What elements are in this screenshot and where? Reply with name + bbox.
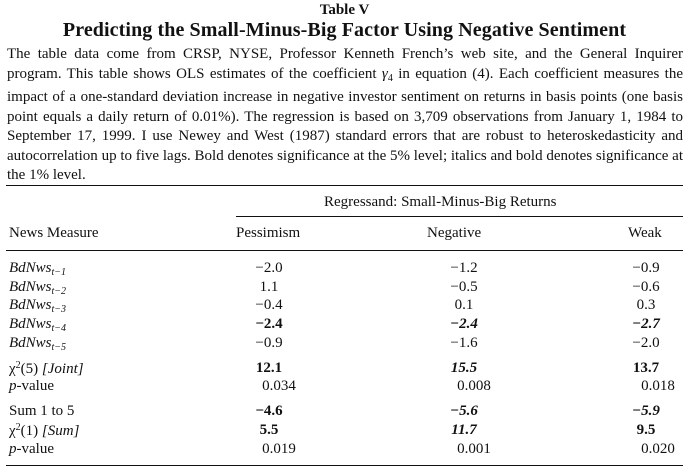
row-label-lag4: BdNwst−4 bbox=[9, 316, 67, 334]
row-label-joint-chi2: χ2(5) [Joint] bbox=[9, 360, 84, 377]
cell-sum-chi2-weak: 9.5 bbox=[636, 422, 656, 438]
row-label-lag5: BdNwst−5 bbox=[9, 335, 67, 353]
table-caption: The table data come from CRSP, NYSE, Pro… bbox=[7, 45, 683, 186]
caption-text-start: The table data come from CRSP, NYSE, Pro… bbox=[7, 46, 683, 82]
row-label-lag1: BdNwst−1 bbox=[9, 260, 67, 278]
cell-sum-pessimism: −4.6 bbox=[255, 403, 283, 419]
header-negative: Negative bbox=[427, 225, 482, 241]
cell-sum-pvalue-negative: 0.001 bbox=[457, 441, 491, 457]
cell-lag3-pessimism: −0.4 bbox=[255, 297, 283, 313]
cell-lag1-weak: −0.9 bbox=[632, 260, 660, 276]
cell-lag3-weak: 0.3 bbox=[636, 297, 656, 313]
cell-sum-chi2-negative: 11.7 bbox=[451, 422, 477, 438]
row-label-sum-chi2: χ2(1) [Sum] bbox=[9, 422, 80, 439]
row-label-lag2: BdNwst−2 bbox=[9, 279, 67, 297]
cell-lag2-negative: −0.5 bbox=[450, 279, 478, 295]
top-rule bbox=[6, 185, 683, 186]
header-weak: Weak bbox=[628, 225, 662, 241]
caption-gamma: γ bbox=[381, 65, 388, 82]
table-title: Predicting the Small-Minus-Big Factor Us… bbox=[62, 19, 627, 41]
spanner-rule bbox=[236, 216, 683, 217]
caption-gamma-subscript: 4 bbox=[387, 72, 393, 84]
caption-text-end: in equation (4). Each coefficient measur… bbox=[7, 65, 684, 184]
cell-joint-negative: 15.5 bbox=[450, 360, 478, 376]
header-rule bbox=[6, 250, 683, 251]
table-label: Table V bbox=[319, 2, 370, 18]
cell-sum-chi2-pessimism: 5.5 bbox=[259, 422, 279, 438]
header-pessimism: Pessimism bbox=[236, 225, 301, 241]
cell-lag5-negative: −1.6 bbox=[450, 335, 478, 351]
row-label-sum: Sum 1 to 5 bbox=[9, 403, 75, 419]
cell-joint-pvalue-pessimism: 0.034 bbox=[262, 378, 296, 394]
row-label-sum-pvalue: p-value bbox=[9, 441, 54, 457]
cell-sum-pvalue-pessimism: 0.019 bbox=[262, 441, 296, 457]
cell-lag4-weak: −2.7 bbox=[632, 316, 660, 332]
bottom-rule bbox=[6, 465, 683, 466]
header-news-measure: News Measure bbox=[9, 225, 99, 241]
cell-lag5-pessimism: −0.9 bbox=[255, 335, 283, 351]
cell-sum-pvalue-weak: 0.020 bbox=[641, 441, 675, 457]
cell-lag2-pessimism: 1.1 bbox=[259, 279, 279, 295]
cell-joint-weak: 13.7 bbox=[632, 360, 660, 376]
cell-lag1-negative: −1.2 bbox=[450, 260, 478, 276]
cell-joint-pvalue-weak: 0.018 bbox=[641, 378, 675, 394]
cell-lag2-weak: −0.6 bbox=[632, 279, 660, 295]
cell-lag4-pessimism: −2.4 bbox=[255, 316, 283, 332]
cell-lag4-negative: −2.4 bbox=[450, 316, 478, 332]
cell-joint-pessimism: 12.1 bbox=[255, 360, 283, 376]
regressand-spanner: Regressand: Small-Minus-Big Returns bbox=[324, 194, 557, 210]
row-label-lag3: BdNwst−3 bbox=[9, 297, 67, 315]
cell-joint-pvalue-negative: 0.008 bbox=[457, 378, 491, 394]
cell-lag3-negative: 0.1 bbox=[454, 297, 474, 313]
cell-lag1-pessimism: −2.0 bbox=[255, 260, 283, 276]
row-label-joint-pvalue: p-value bbox=[9, 378, 54, 394]
cell-sum-negative: −5.6 bbox=[450, 403, 478, 419]
cell-sum-weak: −5.9 bbox=[632, 403, 660, 419]
cell-lag5-weak: −2.0 bbox=[632, 335, 660, 351]
